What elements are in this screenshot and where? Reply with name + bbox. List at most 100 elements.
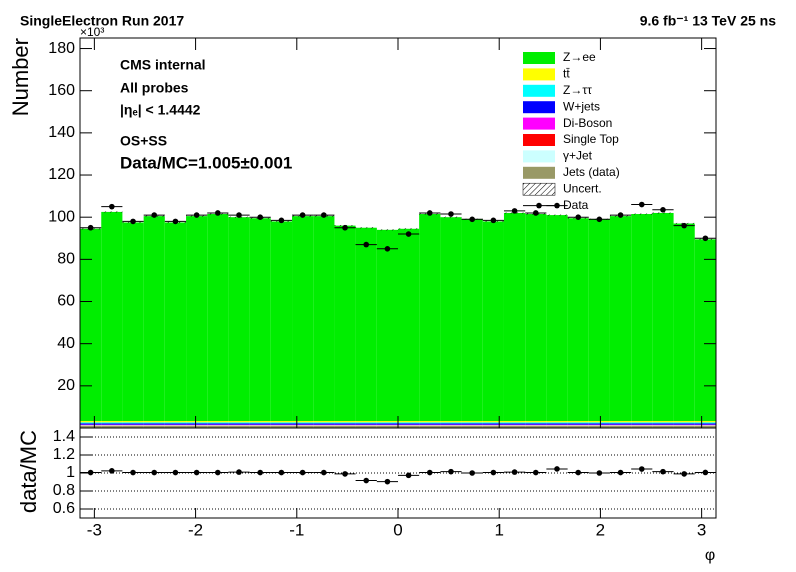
y-tick-label: 0.8 xyxy=(53,482,75,499)
chart-title: SingleElectron Run 2017 xyxy=(20,13,184,29)
histogram-segment xyxy=(355,227,377,422)
histogram-segment xyxy=(694,425,716,428)
y-tick-label: 180 xyxy=(48,40,75,57)
histogram-segment xyxy=(292,421,314,423)
histogram-segment xyxy=(482,425,504,428)
legend-label: γ+Jet xyxy=(563,149,593,163)
ratio-point xyxy=(448,468,454,475)
histogram-segment xyxy=(270,425,293,426)
histogram-segment xyxy=(101,423,123,425)
histogram-segment xyxy=(567,425,589,426)
histogram-segment xyxy=(186,425,208,428)
data-point xyxy=(109,203,115,210)
histogram-segment xyxy=(164,222,187,422)
ratio-point xyxy=(321,469,327,476)
histogram-segment xyxy=(588,425,610,428)
histogram-segment xyxy=(355,425,377,428)
histogram-segment xyxy=(355,423,377,425)
ratio-point xyxy=(278,469,285,476)
histogram-segment xyxy=(609,425,632,428)
histogram-segment xyxy=(101,422,123,424)
y-tick-label: 140 xyxy=(48,124,75,141)
histogram-segment xyxy=(207,425,229,428)
legend-swatch xyxy=(523,101,555,114)
histogram-segment xyxy=(122,425,144,428)
ratio-point xyxy=(638,466,645,472)
histogram-segment xyxy=(694,239,716,422)
y-tick-label: 1.2 xyxy=(53,446,75,463)
ratio-point xyxy=(660,468,666,475)
histogram-segment xyxy=(461,425,483,428)
histogram-segment xyxy=(207,422,229,424)
histogram-segment xyxy=(609,216,632,422)
histogram-segment xyxy=(546,422,568,424)
histogram-segment xyxy=(631,422,653,424)
histogram-segment xyxy=(419,425,441,428)
histogram-segment xyxy=(673,421,695,423)
histogram-segment xyxy=(694,422,716,424)
histogram-segment xyxy=(101,425,123,428)
histogram-segment xyxy=(207,425,229,426)
histogram-segment xyxy=(567,422,589,424)
histogram-segment xyxy=(334,422,356,424)
ratio-point xyxy=(681,471,687,477)
data-point xyxy=(554,202,560,209)
histogram-segment xyxy=(609,421,632,423)
ratio-point xyxy=(490,469,497,476)
histogram-segment xyxy=(334,421,356,423)
data-point xyxy=(660,207,666,213)
histogram-segment xyxy=(652,422,674,424)
histogram-segment xyxy=(313,423,335,425)
histogram-segment xyxy=(164,423,187,425)
ratio-point xyxy=(702,469,709,476)
y-tick-label: 120 xyxy=(48,166,75,183)
ratio-point xyxy=(511,469,518,475)
histogram-segment xyxy=(355,422,377,424)
ratio-point xyxy=(193,469,200,476)
x-tick-label: 0 xyxy=(393,520,402,539)
annotation: CMS internal xyxy=(120,57,206,73)
histogram-segment xyxy=(461,421,483,423)
legend-swatch xyxy=(523,68,555,81)
histogram-segment xyxy=(207,421,229,423)
histogram-segment xyxy=(546,421,568,423)
ratio-point xyxy=(384,478,391,485)
histogram-segment xyxy=(80,423,102,425)
histogram-segment xyxy=(143,423,165,425)
data-point xyxy=(214,210,221,216)
data-point xyxy=(321,212,327,218)
data-point xyxy=(130,218,136,225)
histogram-segment xyxy=(652,423,674,425)
histogram-segment xyxy=(249,425,271,426)
histogram-segment xyxy=(101,211,123,422)
ratio-point xyxy=(257,469,264,476)
histogram-segment xyxy=(546,215,568,422)
data-point xyxy=(638,201,645,208)
histogram-segment xyxy=(461,423,483,425)
histogram-segment xyxy=(80,425,102,426)
histogram-segment xyxy=(588,423,610,425)
histogram-segment xyxy=(292,425,314,426)
histogram-segment xyxy=(186,216,208,422)
data-point xyxy=(193,212,200,218)
histogram-segment xyxy=(207,214,229,422)
histogram-segment xyxy=(525,425,547,428)
y-tick-label: 100 xyxy=(48,208,75,225)
data-point xyxy=(426,210,433,216)
histogram-segment xyxy=(440,425,462,428)
histogram-segment xyxy=(567,425,589,428)
ratio-point xyxy=(575,469,582,476)
data-point xyxy=(151,212,158,218)
legend-label: Jets (data) xyxy=(563,165,620,179)
histogram-segment xyxy=(588,421,610,423)
legend-swatch xyxy=(523,166,555,179)
histogram-segment xyxy=(503,212,526,422)
legend-label: Z→ee xyxy=(563,50,596,64)
legend-label: Single Top xyxy=(563,132,619,146)
ratio-point xyxy=(532,469,539,476)
legend-swatch xyxy=(523,84,555,97)
annotation: Data/MC=1.005±0.001 xyxy=(120,153,292,172)
histogram-segment xyxy=(631,425,653,426)
histogram-segment xyxy=(419,422,441,424)
histogram-segment xyxy=(440,423,462,425)
